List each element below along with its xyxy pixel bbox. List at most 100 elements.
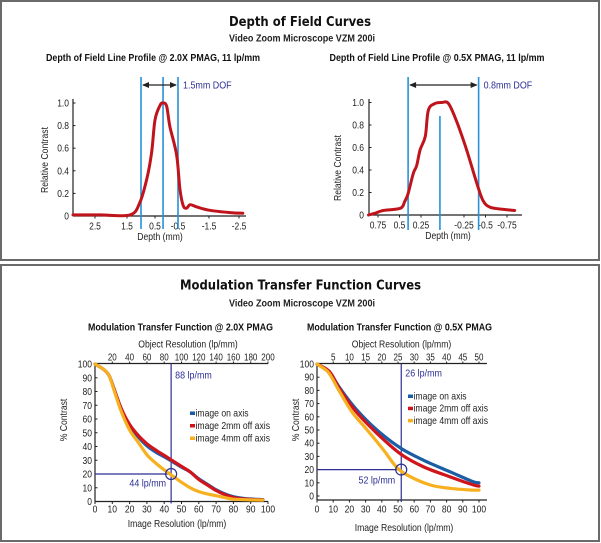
legend-label: image on axis bbox=[196, 408, 249, 420]
legend-swatch bbox=[190, 424, 195, 428]
x-tick-label: -0.5 bbox=[478, 221, 493, 232]
legend-label: image on axis bbox=[414, 391, 467, 403]
legend-item: image 2mm off axis bbox=[408, 403, 488, 415]
y-tick-label: 0.8 bbox=[352, 121, 364, 132]
series-line-relative-contrast bbox=[367, 100, 517, 217]
x-tick-label: 0 bbox=[93, 505, 98, 516]
chart-dof-05x: Depth of Field Line Profile @ 0.5X PMAG,… bbox=[330, 52, 545, 242]
dof-arrowhead-left bbox=[409, 82, 417, 88]
chart-dof-2x: Depth of Field Line Profile @ 2.0X PMAG,… bbox=[39, 52, 260, 243]
cutoff-image-label: 44 lp/mm bbox=[129, 478, 166, 490]
x2-tick-label: 180 bbox=[244, 353, 258, 364]
y-tick-label: 0.6 bbox=[57, 144, 69, 155]
dof-arrowhead-right bbox=[170, 82, 177, 88]
y-tick-label: 10 bbox=[305, 478, 315, 489]
x-tick-label: 0.25 bbox=[413, 221, 430, 232]
x2-tick-label: 30 bbox=[410, 353, 419, 364]
y-tick-label: 10 bbox=[83, 483, 93, 494]
x2-tick-label: 35 bbox=[426, 353, 435, 364]
y-tick-label: 30 bbox=[305, 452, 315, 463]
y-tick-label: 80 bbox=[305, 386, 315, 397]
series-line-image-4mm-off-axis bbox=[315, 362, 481, 492]
plot-area: 00.20.40.60.81.02.51.50.5-0.5-1.5-2.51.5… bbox=[57, 77, 247, 233]
y-tick-label: 20 bbox=[305, 465, 315, 476]
x-tick-label: 70 bbox=[426, 505, 436, 516]
series-line-relative-contrast bbox=[71, 101, 245, 218]
dof-panel bbox=[0, 0, 600, 261]
y-tick-label: 50 bbox=[83, 428, 93, 439]
legend-item: image 4mm off axis bbox=[190, 433, 270, 445]
y-tick-label: 0.2 bbox=[352, 188, 364, 199]
x-tick-label: 40 bbox=[377, 505, 387, 516]
x2-tick-label: 60 bbox=[142, 353, 151, 364]
x-tick-label: 80 bbox=[229, 505, 239, 516]
x-tick-label: 40 bbox=[159, 505, 169, 516]
legend-swatch bbox=[408, 418, 413, 423]
dof-arrowhead-right bbox=[470, 82, 478, 88]
y-tick-label: 0.6 bbox=[352, 143, 364, 154]
x-tick-label: 100 bbox=[261, 505, 276, 516]
x-tick-label: -1.5 bbox=[202, 222, 217, 233]
y-tick-label: 0.4 bbox=[352, 166, 364, 177]
x2-tick-label: 20 bbox=[108, 353, 117, 364]
dof-arrowhead-left bbox=[142, 82, 149, 88]
y-tick-label: 0 bbox=[309, 492, 314, 503]
y-tick-label: 100 bbox=[78, 360, 93, 371]
x-tick-label: 0.5 bbox=[394, 221, 406, 232]
y-tick-label: 30 bbox=[83, 456, 93, 467]
y-tick-label: 90 bbox=[305, 373, 315, 384]
y-tick-label: 0.8 bbox=[57, 121, 69, 132]
legend-swatch bbox=[408, 406, 413, 411]
chart-mtf-05x: Modulation Transfer Function @ 0.5X PMAG… bbox=[290, 322, 492, 535]
y-tick-label: 80 bbox=[83, 387, 93, 398]
y-tick-label: 40 bbox=[305, 439, 315, 450]
y-axis-label: Relative Contrast bbox=[39, 127, 51, 193]
y-tick-label: 70 bbox=[83, 401, 93, 412]
x-tick-label: 20 bbox=[125, 505, 135, 516]
x2-tick-label: 140 bbox=[209, 353, 223, 364]
x2-tick-label: 200 bbox=[261, 353, 275, 364]
x2-tick-label: 160 bbox=[227, 353, 241, 364]
y-tick-label: 0.2 bbox=[57, 189, 69, 200]
cutoff-circle bbox=[395, 463, 408, 476]
dof-label: 1.5mm DOF bbox=[183, 80, 232, 92]
x2-axis-label: Object Resolution (lp/mm) bbox=[352, 339, 452, 351]
x-tick-label: 10 bbox=[108, 505, 118, 516]
x2-tick-label: 40 bbox=[442, 353, 451, 364]
y-tick-label: 50 bbox=[305, 426, 315, 437]
x2-axis-label: Object Resolution (lp/mm) bbox=[138, 339, 238, 351]
chart-title: Depth of Field Line Profile @ 2.0X PMAG,… bbox=[46, 52, 260, 64]
x-tick-label: 30 bbox=[361, 505, 371, 516]
y-tick-label: 1.0 bbox=[57, 99, 69, 110]
legend-label: image 2mm off axis bbox=[196, 420, 271, 432]
y-tick-label: 20 bbox=[83, 470, 93, 481]
x2-tick-label: 50 bbox=[475, 353, 484, 364]
x2-tick-label: 5 bbox=[331, 353, 336, 364]
x-tick-label: -0.25 bbox=[454, 221, 474, 232]
cutoff-circle bbox=[165, 467, 178, 481]
y-tick-label: 100 bbox=[300, 360, 315, 371]
mtf-section-title: Modulation Transfer Function Curves bbox=[180, 279, 421, 294]
dof-label: 0.8mm DOF bbox=[484, 80, 533, 92]
legend-label: image 2mm off axis bbox=[414, 403, 489, 415]
x2-tick-label: 45 bbox=[458, 353, 467, 364]
x-tick-label: 60 bbox=[194, 505, 204, 516]
x-tick-label: 10 bbox=[328, 505, 338, 516]
y-tick-label: 60 bbox=[83, 415, 93, 426]
x2-tick-label: 20 bbox=[377, 353, 386, 364]
x-axis-label: Image Resolution (lp/mm) bbox=[128, 518, 227, 530]
legend-item: image 4mm off axis bbox=[408, 415, 488, 427]
cutoff-object-label: 26 lp/mm bbox=[405, 368, 442, 380]
chart-title: Modulation Transfer Function @ 2.0X PMAG bbox=[88, 322, 273, 334]
x-tick-label: 100 bbox=[472, 505, 487, 516]
cutoff-object-label: 88 lp/mm bbox=[175, 370, 212, 382]
x-tick-label: 0.75 bbox=[370, 221, 387, 232]
y-tick-label: 40 bbox=[83, 442, 93, 453]
legend-item: image on axis bbox=[408, 391, 467, 403]
y-axis-label: % Contrast bbox=[290, 399, 302, 442]
x2-tick-label: 10 bbox=[345, 353, 354, 364]
series-line-image-4mm-off-axis bbox=[93, 362, 265, 502]
chart-title: Depth of Field Line Profile @ 0.5X PMAG,… bbox=[330, 52, 545, 64]
